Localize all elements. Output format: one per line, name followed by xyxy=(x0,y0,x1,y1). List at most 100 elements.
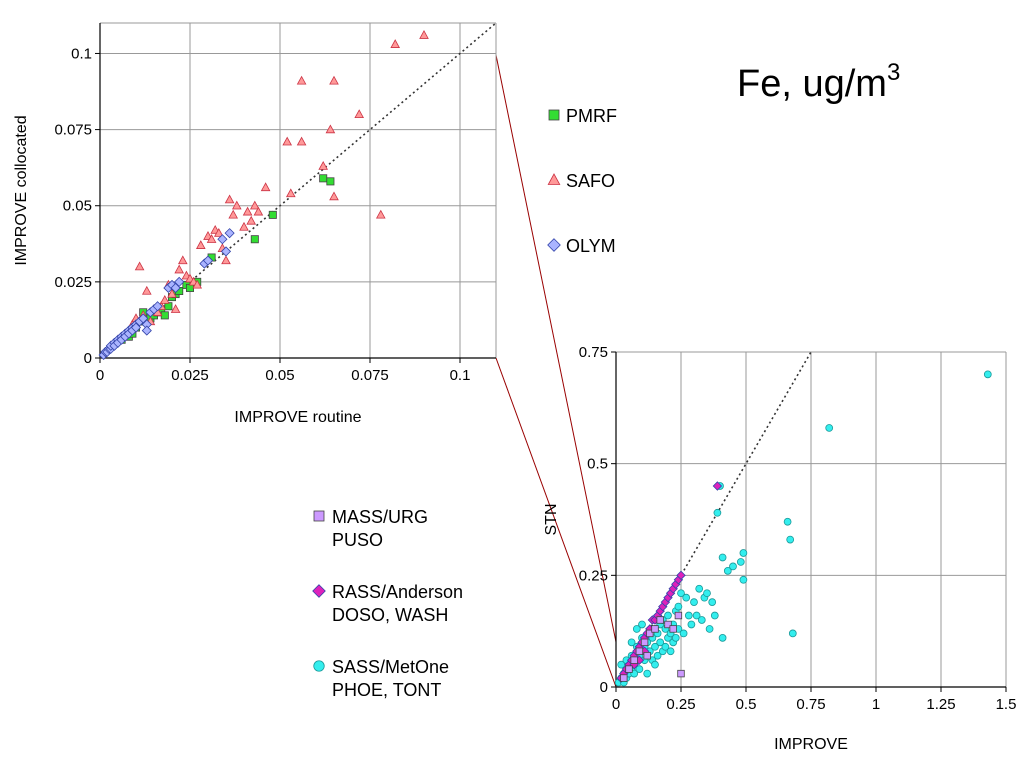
figure-title: Fe, ug/m3 xyxy=(737,59,900,105)
point-safo xyxy=(260,182,271,192)
point-olym xyxy=(220,246,232,257)
point-safo xyxy=(141,285,152,295)
point-safo xyxy=(242,206,253,216)
point-safo xyxy=(390,39,401,48)
title-main: Fe, ug/m xyxy=(737,63,887,105)
x-tick-label: 1.25 xyxy=(926,696,955,713)
point-sass-metone xyxy=(703,589,711,598)
point-sass-metone xyxy=(627,638,636,647)
point-safo xyxy=(159,294,170,304)
point-sass-metone xyxy=(718,553,727,562)
y-tick-label: 0.05 xyxy=(63,198,92,215)
point-sass-metone xyxy=(786,535,795,544)
point-sass-metone xyxy=(684,611,693,620)
point-safo xyxy=(249,200,260,210)
point-sass-metone xyxy=(651,660,659,669)
point-mass-urg xyxy=(669,625,677,633)
point-sass-metone xyxy=(677,589,685,598)
legend-marker-triangle xyxy=(547,173,561,185)
point-safo xyxy=(285,188,296,198)
point-sass-metone xyxy=(729,562,737,571)
point-rass-anderson xyxy=(676,570,686,581)
point-sass-metone xyxy=(671,634,680,642)
point-safo xyxy=(213,227,224,237)
point-safo xyxy=(224,194,235,204)
point-safo xyxy=(329,75,339,85)
point-sass-metone xyxy=(983,370,992,379)
x-tick-label: 0 xyxy=(96,367,104,384)
point-mass-urg xyxy=(640,638,649,647)
legend-label: PMRF xyxy=(566,106,617,126)
point-olym xyxy=(174,276,185,287)
point-safo xyxy=(167,288,177,298)
legend-label-line1: SASS/MetOne xyxy=(332,657,449,677)
point-mass-urg xyxy=(646,629,654,638)
point-sass-metone xyxy=(632,625,641,633)
point-safo xyxy=(253,206,264,216)
point-olym xyxy=(202,255,214,266)
tick-labels: 0 0.025 0.05 0.075 0.1 0 0.025 0.05 0.075 0.1 xyxy=(54,45,470,384)
point-sass-metone xyxy=(664,611,672,620)
x-tick-label: 1 xyxy=(872,696,880,713)
zoom-line-bottom xyxy=(495,357,617,688)
x-axis-label: IMPROVE xyxy=(774,736,848,753)
tick-labels: 0 0.25 0.5 0.75 1 1.25 1.5 0 0.25 0.5 0.75 xyxy=(579,344,1017,713)
x-axis-label: IMPROVE routine xyxy=(234,409,361,426)
point-sass-metone xyxy=(651,642,659,651)
point-sass-metone xyxy=(692,611,701,620)
gridlines xyxy=(95,22,497,363)
point-mass-urg xyxy=(630,656,638,664)
legend-label-line2: PHOE, TONT xyxy=(332,680,441,700)
point-safo xyxy=(282,136,293,146)
point-safo xyxy=(206,234,217,243)
legend-bottom: MASS/URG PUSO RASS/Anderson DOSO, WASH SASS/… xyxy=(312,507,463,700)
point-safo xyxy=(329,191,339,201)
point-sass-metone xyxy=(708,598,717,606)
legend-marker-square xyxy=(313,510,325,522)
point-sass-metone xyxy=(695,584,704,593)
point-pmrf xyxy=(319,174,328,183)
point-safo xyxy=(134,261,145,271)
point-sass-metone xyxy=(674,602,683,611)
point-olym xyxy=(141,325,152,336)
point-sass-metone xyxy=(736,558,745,566)
point-pmrf xyxy=(250,235,259,244)
point-safo xyxy=(318,160,329,170)
legend-label-line1: MASS/URG xyxy=(332,507,428,527)
legend-top: PMRF SAFO OLYM xyxy=(547,106,617,256)
point-sass-metone xyxy=(690,598,698,606)
legend-item-rass: RASS/Anderson DOSO, WASH xyxy=(312,582,463,625)
legend-marker-diamond xyxy=(312,584,326,598)
legend-item-safo: SAFO xyxy=(547,171,615,191)
legend-item-pmrf: PMRF xyxy=(548,106,617,126)
point-safo xyxy=(419,30,429,39)
point-safo xyxy=(296,75,307,85)
y-tick-label: 0 xyxy=(600,679,608,696)
point-safo xyxy=(170,304,181,313)
point-sass-metone xyxy=(788,629,797,638)
point-sass-metone xyxy=(682,593,691,602)
point-mass-urg xyxy=(635,647,644,655)
point-sass-metone xyxy=(617,660,626,669)
point-sass-metone xyxy=(723,567,732,575)
x-tick-label: 0.5 xyxy=(736,696,757,713)
legend-marker-square xyxy=(548,109,560,121)
legend-item-olym: OLYM xyxy=(547,236,616,256)
point-mass-urg xyxy=(674,611,683,620)
point-safo xyxy=(296,136,307,146)
point-sass-metone xyxy=(687,620,696,629)
point-sass-metone xyxy=(638,620,646,629)
legend-label-line1: RASS/Anderson xyxy=(332,582,463,602)
y-tick-label: 0.75 xyxy=(579,344,608,361)
point-mass-urg xyxy=(620,674,628,682)
chart-improve-collocated: 0 0.025 0.05 0.075 0.1 0 0.025 0.05 0.075 0.1 IMP… xyxy=(13,22,497,426)
legend-marker-diamond xyxy=(547,238,561,252)
point-safo xyxy=(354,109,365,119)
point-sass-metone xyxy=(705,625,714,633)
x-tick-label: 1.5 xyxy=(996,696,1017,713)
point-olym xyxy=(217,234,228,245)
x-tick-label: 0.75 xyxy=(796,696,825,713)
point-sass-metone xyxy=(783,517,792,526)
point-mass-urg xyxy=(625,665,633,673)
